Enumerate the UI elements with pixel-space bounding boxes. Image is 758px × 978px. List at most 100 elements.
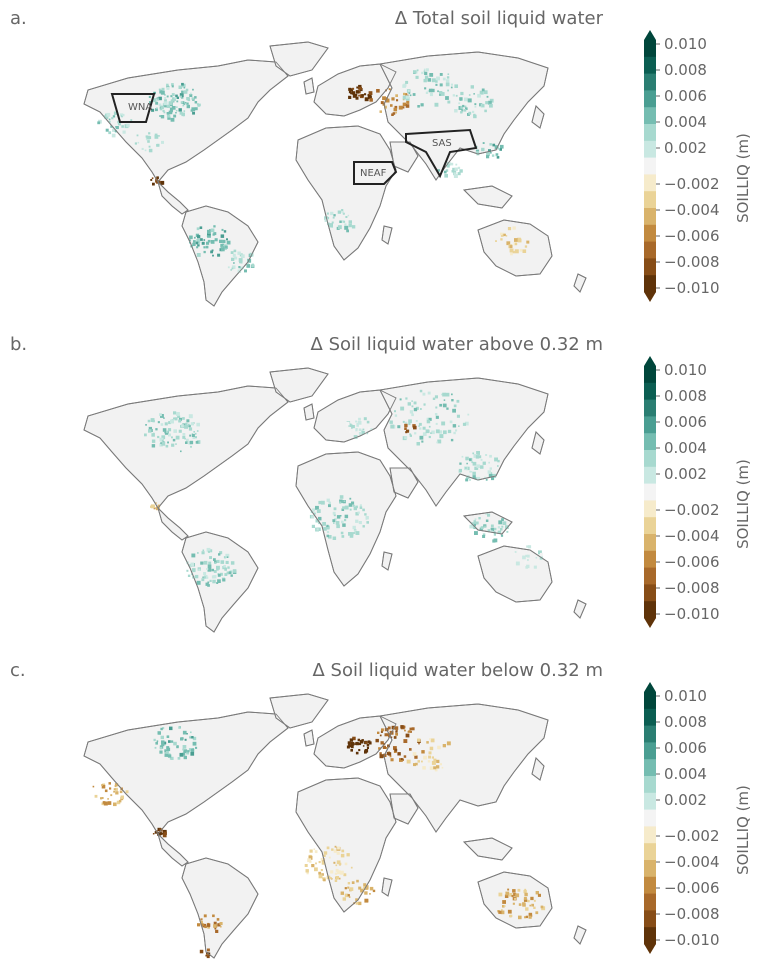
colorbar-tick-label: −0.002 (664, 501, 720, 519)
map-cell (390, 756, 392, 758)
map-cell (166, 751, 169, 754)
map-cell (426, 92, 428, 94)
map-cell (458, 167, 460, 169)
map-cell (217, 560, 220, 563)
map-cell (344, 519, 346, 521)
map-cell (183, 731, 187, 735)
map-cell (321, 858, 324, 861)
colorbar-bin (644, 141, 656, 158)
map-cell (420, 436, 424, 440)
map-cell (353, 532, 355, 534)
map-cell (155, 747, 157, 749)
colorbar-bin (644, 258, 656, 275)
colorbar-bin (644, 584, 656, 601)
map-cell (490, 152, 492, 154)
map-cell (173, 439, 176, 442)
map-cell (204, 561, 208, 565)
colorbar-bin (644, 242, 656, 259)
map-cell (395, 733, 398, 736)
map-cell (524, 897, 527, 900)
map-cell (212, 580, 216, 584)
land-japan (532, 106, 544, 128)
map-cell (207, 949, 210, 952)
map-cell (534, 900, 536, 902)
map-cell (447, 76, 449, 78)
map-cell (192, 97, 194, 99)
map-cell (317, 528, 319, 530)
colorbar-bin (644, 433, 656, 450)
map-cell (428, 756, 431, 759)
map-cell (155, 742, 158, 745)
map-cell (465, 467, 467, 469)
map-cell (232, 268, 234, 270)
map-cell (385, 733, 388, 736)
map-cell (525, 245, 527, 247)
map-cell (365, 749, 369, 753)
map-cell (421, 103, 424, 106)
map-cell (403, 103, 407, 107)
map-cell (166, 84, 169, 87)
map-cell (454, 84, 458, 88)
map-cell (341, 532, 344, 535)
map-cell (157, 98, 159, 100)
map-cell (446, 408, 448, 410)
map-cell (161, 141, 164, 144)
map-cell (469, 459, 471, 461)
map-cell (109, 782, 112, 785)
panel-c: c. Δ Soil liquid water below 0.32 m 0.01… (0, 652, 758, 978)
colorbar-bin (644, 601, 656, 618)
map-cell (436, 416, 439, 419)
map-cell (510, 245, 513, 248)
map-cell (181, 91, 184, 94)
map-cell (369, 91, 373, 95)
map-cell (501, 526, 503, 528)
map-cell (440, 83, 443, 86)
map-cell (435, 103, 439, 107)
map-cell (200, 238, 203, 241)
map-cell (175, 443, 177, 445)
map-cell (395, 94, 398, 97)
colorbar-extend-max (644, 356, 656, 366)
colorbar-bin (644, 517, 656, 534)
map-cell (155, 428, 157, 430)
map-cell (173, 411, 176, 414)
map-cell (417, 442, 421, 446)
map-cell (105, 790, 108, 793)
map-cell (197, 227, 200, 230)
map-cell (345, 506, 349, 510)
map-cell (486, 155, 489, 158)
map-cell (219, 240, 222, 243)
map-cell (400, 398, 402, 400)
map-cell (110, 794, 112, 796)
map-cell (514, 238, 518, 242)
colorbar-bin (644, 124, 656, 141)
map-cell (161, 740, 165, 744)
map-cell (472, 453, 474, 455)
map-cell (413, 752, 417, 756)
map-cell (176, 436, 180, 440)
map-cell (408, 419, 412, 423)
map-cell (200, 918, 202, 920)
map-cell (481, 104, 484, 107)
map-cell (344, 226, 348, 230)
land-north-america (84, 712, 288, 834)
map-cell (356, 531, 360, 535)
map-cell (443, 744, 446, 747)
map-cell (359, 87, 362, 90)
map-cell (330, 870, 333, 873)
map-cell (191, 749, 194, 752)
map-cell (526, 916, 528, 918)
map-cell (309, 860, 311, 862)
map-cell (401, 758, 403, 760)
map-cell (192, 89, 194, 91)
map-cell (234, 257, 237, 260)
map-cell (162, 440, 164, 442)
map-cell (342, 212, 344, 214)
map-cell (346, 428, 349, 431)
map-cell (194, 237, 196, 239)
colorbar-bin (644, 793, 656, 810)
map-cell (164, 432, 166, 434)
map-cell (395, 112, 397, 114)
map-cell (343, 221, 345, 223)
map-cell (336, 876, 340, 880)
